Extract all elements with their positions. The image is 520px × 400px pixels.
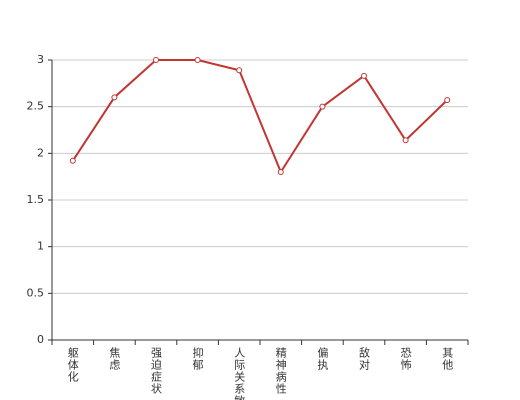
y-tick-label: 1.5 [27,193,45,206]
x-tick-label: 恐怖 [399,347,412,371]
x-tick-label: 敌对 [358,346,371,371]
x-tick-label: 精神病性 [274,347,287,395]
x-tick-label: 强迫症状 [150,347,163,395]
x-tick-label: 偏执 [316,346,329,371]
x-tick-label: 人际关系敏感 [233,347,246,400]
point [236,67,243,74]
x-tick-label: 抑郁 [191,346,204,371]
x-tick-label: 焦虑 [108,347,121,371]
point [277,169,284,175]
point [153,57,159,63]
y-tick-label: 1 [37,240,44,253]
x-tick-label: 其他 [441,347,454,371]
point [69,157,76,164]
y-tick-label: 0.5 [27,286,45,299]
point [361,72,367,79]
y-tick-label: 2.5 [27,100,45,113]
line [71,59,448,175]
y-tick-label: 2 [37,146,44,159]
y-tick-label: 3 [37,53,44,66]
x-tick-label: 躯体化 [66,347,79,383]
point [111,94,118,101]
y-tick-label: 0 [37,333,44,346]
point [402,137,409,144]
point [194,57,201,63]
point [319,103,326,110]
point [444,97,451,104]
